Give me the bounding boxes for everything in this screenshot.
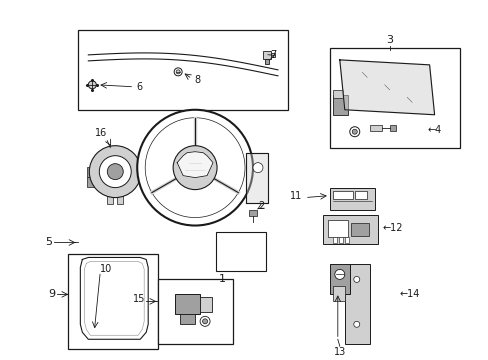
- Bar: [332, 238, 336, 243]
- Bar: [200, 297, 212, 312]
- Text: 6: 6: [136, 82, 142, 92]
- Bar: [338, 238, 342, 243]
- Polygon shape: [339, 60, 434, 115]
- Bar: [322, 215, 377, 244]
- Bar: [329, 48, 459, 148]
- Text: 2: 2: [258, 201, 264, 211]
- Text: ←12: ←12: [382, 222, 403, 233]
- Text: 5: 5: [45, 238, 52, 247]
- Bar: [86, 327, 94, 335]
- Bar: [68, 255, 158, 349]
- Bar: [216, 231, 265, 271]
- Circle shape: [353, 321, 359, 327]
- Circle shape: [334, 269, 344, 279]
- Circle shape: [351, 129, 357, 134]
- Text: 11: 11: [289, 190, 301, 201]
- Bar: [78, 30, 287, 110]
- Circle shape: [89, 146, 141, 198]
- Text: 3: 3: [386, 35, 392, 45]
- Circle shape: [137, 110, 252, 225]
- Bar: [389, 125, 395, 131]
- Bar: [354, 190, 366, 199]
- Polygon shape: [245, 153, 267, 203]
- Circle shape: [200, 316, 210, 326]
- Circle shape: [145, 118, 244, 217]
- Bar: [264, 59, 268, 64]
- Text: ←4: ←4: [427, 125, 441, 135]
- Text: 7: 7: [269, 50, 276, 60]
- Circle shape: [349, 127, 359, 137]
- Bar: [327, 220, 347, 238]
- Bar: [344, 238, 348, 243]
- Bar: [332, 95, 347, 115]
- Circle shape: [107, 164, 123, 180]
- Circle shape: [88, 81, 96, 89]
- Bar: [88, 335, 92, 339]
- Circle shape: [353, 276, 359, 282]
- Bar: [175, 294, 200, 314]
- Text: 9: 9: [48, 289, 55, 300]
- Text: 13: 13: [333, 347, 345, 357]
- Bar: [263, 51, 270, 59]
- Bar: [248, 210, 257, 216]
- Bar: [344, 265, 369, 344]
- Circle shape: [202, 319, 207, 324]
- Bar: [158, 279, 233, 344]
- Bar: [332, 90, 342, 98]
- Text: 8: 8: [194, 75, 200, 85]
- Bar: [332, 190, 352, 199]
- Bar: [87, 177, 95, 186]
- Bar: [332, 287, 344, 301]
- Bar: [329, 265, 349, 294]
- Bar: [107, 195, 113, 203]
- Text: 10: 10: [100, 265, 112, 274]
- Bar: [87, 167, 95, 177]
- Circle shape: [99, 156, 131, 188]
- Bar: [180, 314, 195, 324]
- Text: 15: 15: [133, 294, 145, 304]
- Circle shape: [176, 70, 180, 74]
- Text: 16: 16: [95, 128, 107, 138]
- Bar: [329, 188, 374, 210]
- Bar: [270, 53, 274, 57]
- Bar: [350, 222, 368, 237]
- Bar: [117, 195, 123, 203]
- Text: ←14: ←14: [399, 289, 419, 300]
- Polygon shape: [177, 152, 213, 177]
- Bar: [369, 125, 381, 131]
- Polygon shape: [80, 257, 148, 339]
- Text: 1: 1: [218, 274, 225, 284]
- Circle shape: [174, 68, 182, 76]
- Circle shape: [252, 163, 263, 173]
- Circle shape: [173, 146, 217, 190]
